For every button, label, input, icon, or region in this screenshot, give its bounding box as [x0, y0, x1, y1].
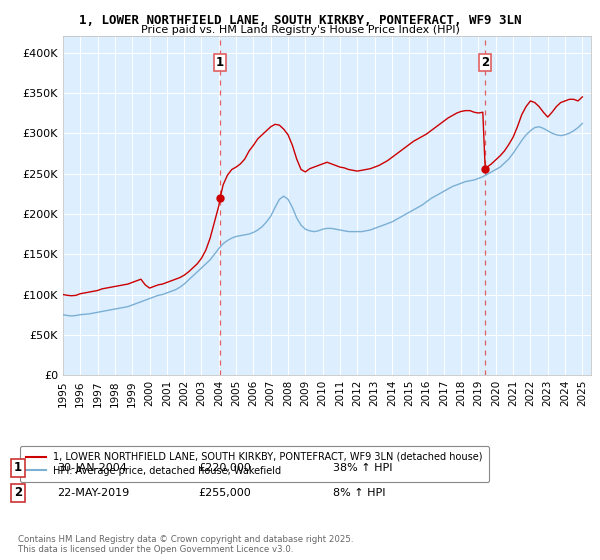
- Text: 2: 2: [14, 486, 22, 500]
- Text: £220,000: £220,000: [198, 463, 251, 473]
- Text: Price paid vs. HM Land Registry's House Price Index (HPI): Price paid vs. HM Land Registry's House …: [140, 25, 460, 35]
- Text: 22-MAY-2019: 22-MAY-2019: [57, 488, 129, 498]
- Text: 1: 1: [216, 55, 224, 69]
- Text: 1, LOWER NORTHFIELD LANE, SOUTH KIRKBY, PONTEFRACT, WF9 3LN: 1, LOWER NORTHFIELD LANE, SOUTH KIRKBY, …: [79, 14, 521, 27]
- Text: 2: 2: [481, 55, 489, 69]
- Text: Contains HM Land Registry data © Crown copyright and database right 2025.
This d: Contains HM Land Registry data © Crown c…: [18, 535, 353, 554]
- Legend: 1, LOWER NORTHFIELD LANE, SOUTH KIRKBY, PONTEFRACT, WF9 3LN (detached house), HP: 1, LOWER NORTHFIELD LANE, SOUTH KIRKBY, …: [20, 446, 489, 482]
- Text: 38% ↑ HPI: 38% ↑ HPI: [333, 463, 392, 473]
- Text: £255,000: £255,000: [198, 488, 251, 498]
- Text: 1: 1: [14, 461, 22, 474]
- Text: 30-JAN-2004: 30-JAN-2004: [57, 463, 127, 473]
- Text: 8% ↑ HPI: 8% ↑ HPI: [333, 488, 386, 498]
